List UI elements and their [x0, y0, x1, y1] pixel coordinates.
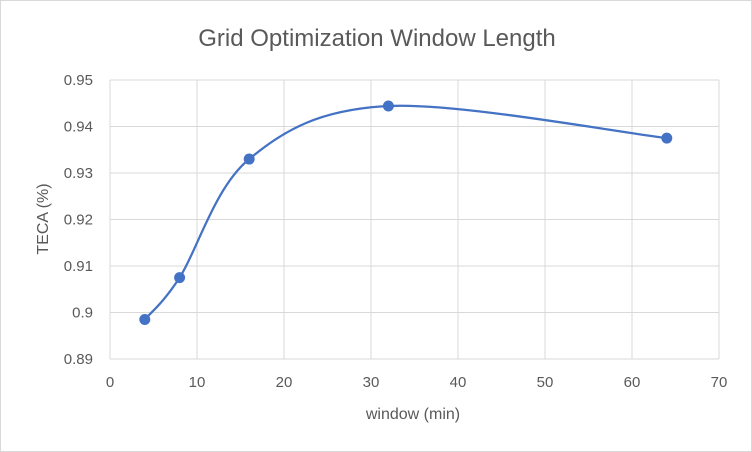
y-tick-label: 0.93 [64, 165, 93, 182]
data-point [661, 132, 673, 144]
x-axis-title: window (min) [365, 406, 460, 423]
x-tick-label: 60 [624, 374, 641, 391]
x-tick-label: 40 [450, 374, 467, 391]
x-tick-label: 50 [537, 374, 554, 391]
y-tick-label: 0.91 [64, 258, 93, 275]
gridlines [109, 79, 720, 360]
x-tick-label: 0 [106, 374, 114, 391]
series-layer [139, 100, 673, 325]
data-point [139, 313, 151, 325]
series-line [143, 104, 667, 321]
x-tick-label: 10 [189, 374, 206, 391]
y-tick-label: 0.89 [64, 351, 93, 368]
data-point [243, 153, 255, 165]
x-tick-label: 20 [276, 374, 293, 391]
x-tick-label: 70 [711, 374, 728, 391]
y-axis-title: TECA (%) [35, 183, 52, 254]
y-tick-label: 0.9 [72, 305, 93, 322]
y-tick-label: 0.95 [64, 72, 93, 89]
x-axis-ticks: 0 10 20 30 40 50 60 70 [106, 374, 728, 391]
data-point [382, 100, 394, 112]
y-tick-label: 0.92 [64, 212, 93, 229]
y-tick-label: 0.94 [64, 119, 93, 136]
x-tick-label: 30 [363, 374, 380, 391]
chart-title: Grid Optimization Window Length [198, 25, 556, 52]
data-point [174, 272, 186, 284]
y-axis-ticks: 0.89 0.9 0.91 0.92 0.93 0.94 0.95 [64, 72, 93, 368]
